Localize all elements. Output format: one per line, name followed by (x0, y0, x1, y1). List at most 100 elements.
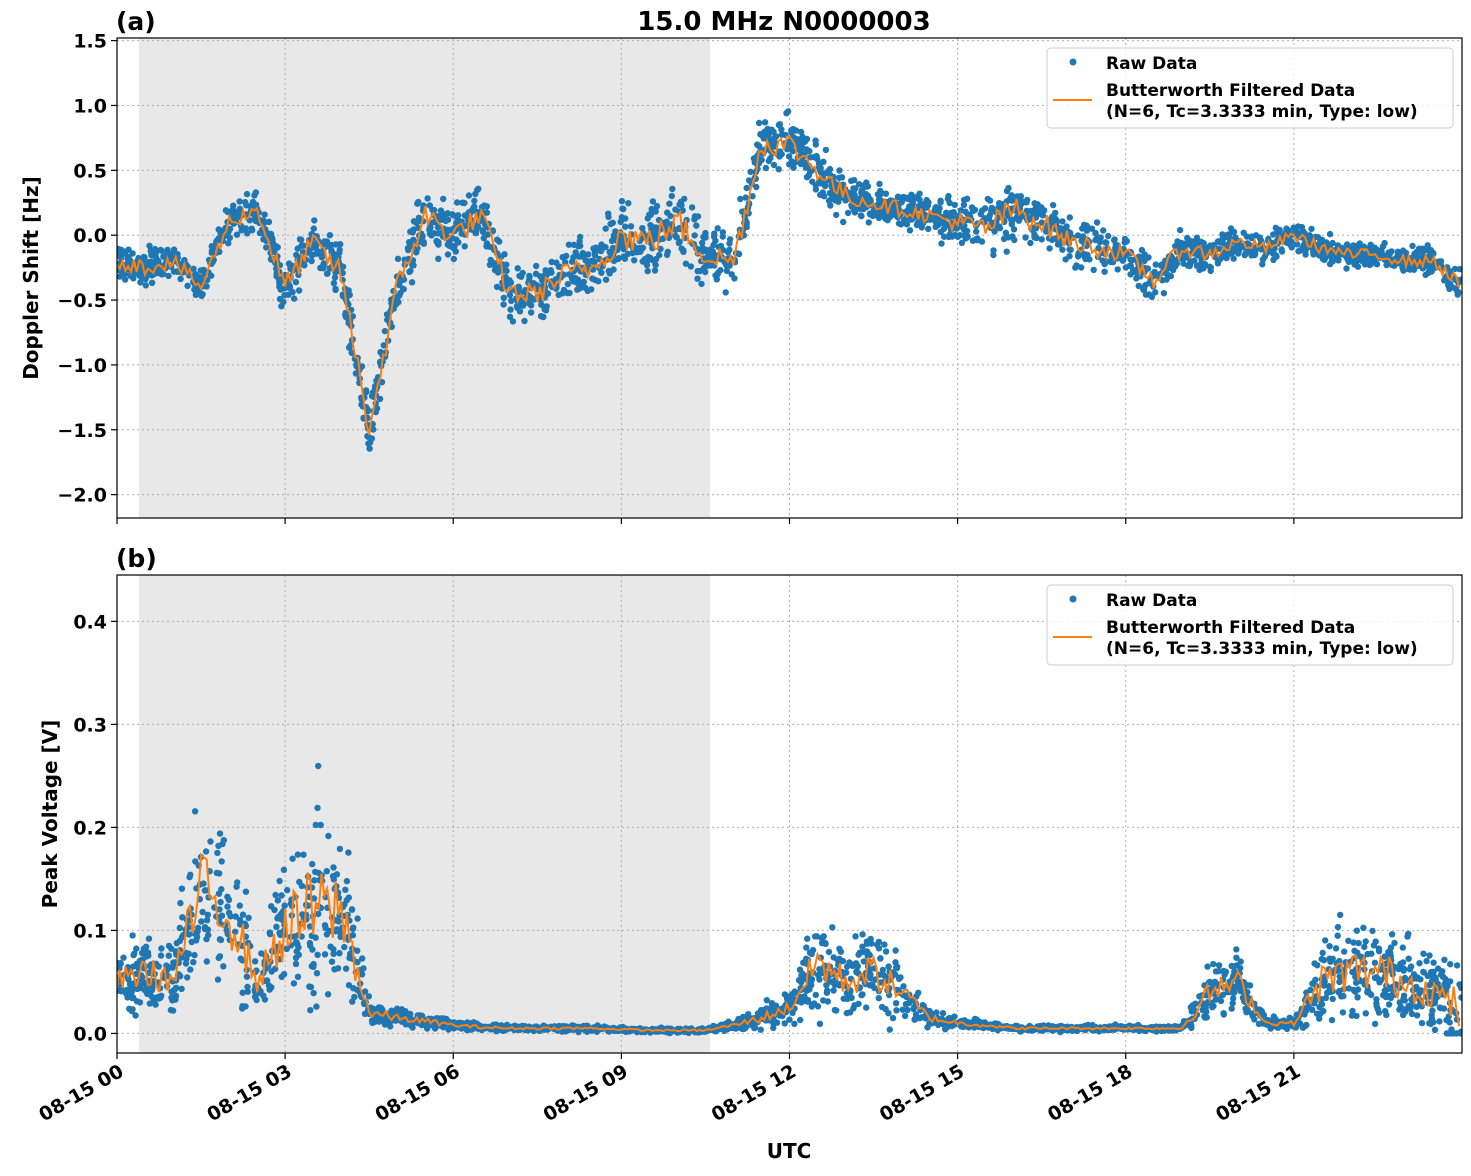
raw-point (1383, 992, 1389, 998)
raw-point (890, 1015, 896, 1021)
raw-point (331, 280, 337, 286)
raw-point (813, 186, 819, 192)
raw-point (810, 947, 816, 953)
raw-point (1308, 226, 1314, 232)
raw-point (715, 225, 721, 231)
raw-point (946, 1015, 952, 1021)
raw-point (310, 961, 316, 967)
raw-point (1425, 242, 1431, 248)
raw-point (1428, 268, 1434, 274)
raw-point (382, 328, 388, 334)
raw-point (243, 202, 249, 208)
raw-point (676, 201, 682, 207)
raw-point (1248, 233, 1254, 239)
raw-point (1123, 264, 1129, 270)
raw-point (827, 202, 833, 208)
raw-point (219, 858, 225, 864)
raw-point (1383, 262, 1389, 268)
raw-point (359, 955, 365, 961)
raw-point (1408, 963, 1414, 969)
raw-point (1300, 1025, 1306, 1031)
raw-point (1046, 245, 1052, 251)
raw-point (1409, 243, 1415, 249)
raw-point (925, 226, 931, 232)
raw-point (698, 281, 704, 287)
raw-point (158, 247, 164, 253)
raw-point (1438, 258, 1444, 264)
raw-point (394, 1006, 400, 1012)
raw-point (813, 153, 819, 159)
raw-point (354, 948, 360, 954)
raw-point (198, 918, 204, 924)
raw-point (782, 1020, 788, 1026)
raw-point (856, 181, 862, 187)
raw-point (395, 293, 401, 299)
raw-point (291, 295, 297, 301)
raw-point (322, 922, 328, 928)
raw-point (346, 982, 352, 988)
raw-point (571, 242, 577, 248)
raw-point (1357, 240, 1363, 246)
raw-point (821, 933, 827, 939)
raw-point (1355, 986, 1361, 992)
raw-point (340, 264, 346, 270)
raw-point (528, 302, 534, 308)
raw-point (314, 970, 320, 976)
raw-point (501, 295, 507, 301)
raw-point (788, 129, 794, 135)
raw-point (354, 915, 360, 921)
raw-point (1326, 956, 1332, 962)
raw-point (1284, 240, 1290, 246)
raw-point (559, 290, 565, 296)
raw-point (1340, 1009, 1346, 1015)
raw-point (829, 924, 835, 930)
raw-point (1396, 1006, 1402, 1012)
raw-point (581, 279, 587, 285)
raw-point (146, 936, 152, 942)
raw-point (1011, 237, 1017, 243)
raw-point (667, 213, 673, 219)
raw-point (503, 268, 509, 274)
raw-point (291, 980, 297, 986)
raw-point (679, 245, 685, 251)
raw-point (324, 931, 330, 937)
y-tick-label: −2.0 (57, 485, 107, 507)
raw-point (964, 196, 970, 202)
raw-point (450, 212, 456, 218)
raw-point (314, 805, 320, 811)
raw-point (428, 232, 434, 238)
raw-point (435, 256, 441, 262)
raw-point (1361, 944, 1367, 950)
raw-point (817, 1021, 823, 1027)
raw-point (949, 233, 955, 239)
raw-point (782, 991, 788, 997)
raw-point (938, 240, 944, 246)
raw-point (276, 284, 282, 290)
raw-point (945, 196, 951, 202)
raw-point (861, 958, 867, 964)
x-tick-label: 08-15 03 (203, 1060, 295, 1126)
raw-point (762, 119, 768, 125)
raw-point (867, 972, 873, 978)
raw-point (852, 933, 858, 939)
raw-point (833, 212, 839, 218)
raw-point (221, 837, 227, 843)
raw-point (315, 763, 321, 769)
raw-point (616, 255, 622, 261)
raw-point (603, 225, 609, 231)
raw-point (652, 267, 658, 273)
raw-point (122, 276, 128, 282)
raw-point (611, 232, 617, 238)
raw-point (145, 949, 151, 955)
raw-point (127, 257, 133, 263)
raw-point (1311, 960, 1317, 966)
raw-point (840, 219, 846, 225)
raw-point (820, 189, 826, 195)
raw-point (252, 958, 258, 964)
raw-point (666, 201, 672, 207)
raw-point (603, 277, 609, 283)
raw-point (1052, 210, 1058, 216)
raw-point (120, 955, 126, 961)
raw-point (1078, 264, 1084, 270)
